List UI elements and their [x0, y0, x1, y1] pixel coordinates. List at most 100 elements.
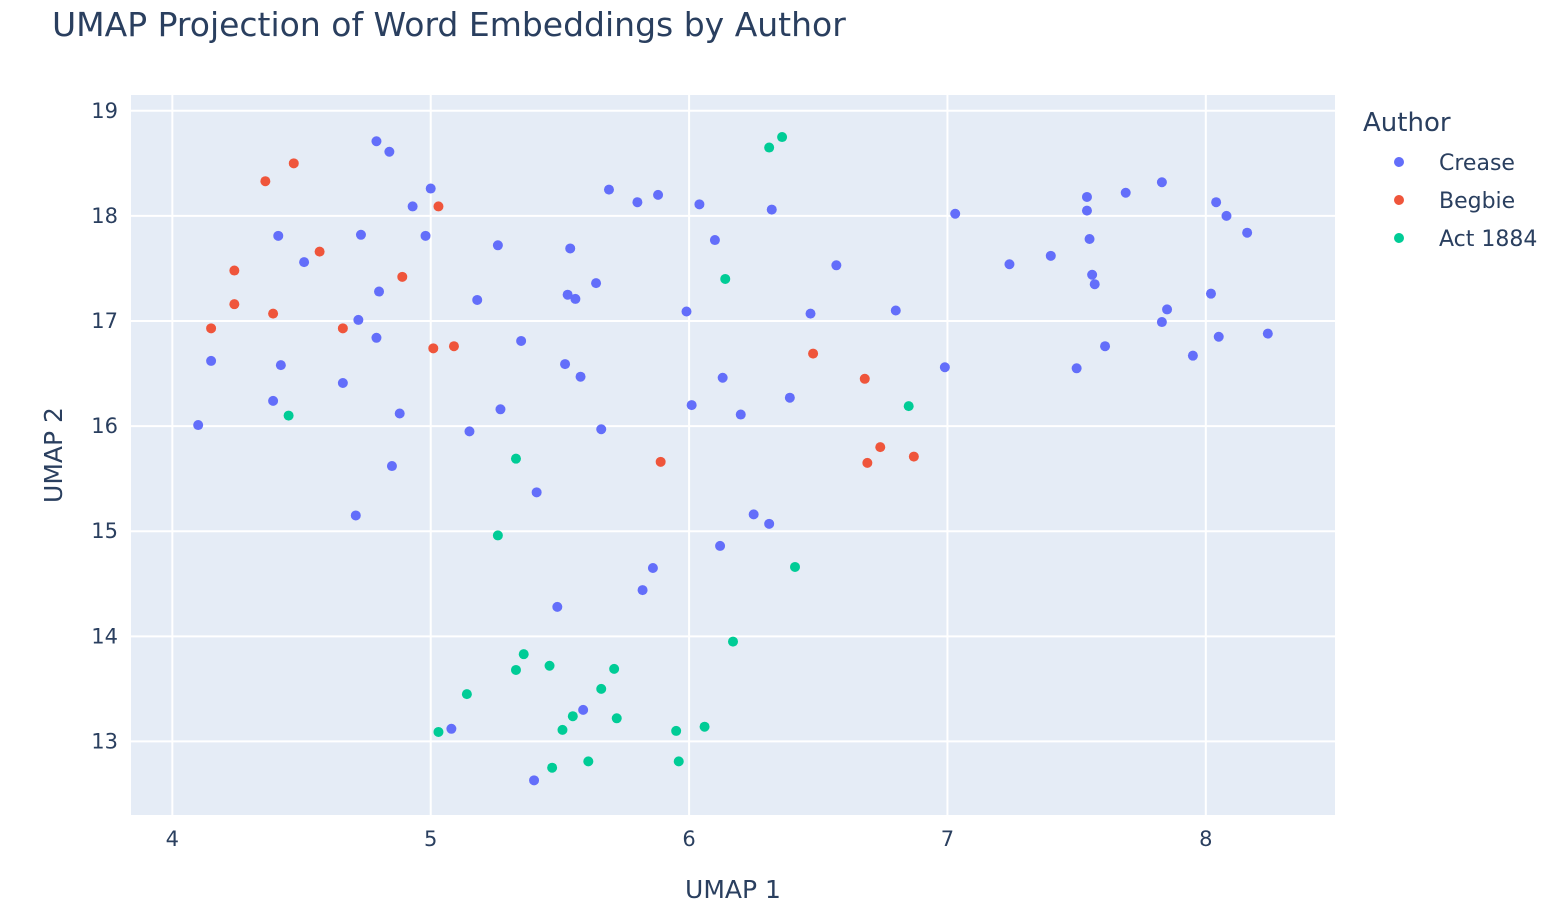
data-point	[1045, 250, 1056, 261]
legend-marker	[1394, 195, 1404, 205]
x-axis-title: UMAP 1	[685, 875, 781, 904]
data-point	[562, 289, 573, 300]
data-point	[353, 314, 364, 325]
data-point	[518, 649, 529, 660]
data-point	[529, 775, 540, 786]
legend-label: Act 1884	[1439, 227, 1537, 252]
data-point	[472, 294, 483, 305]
data-point	[862, 457, 873, 468]
data-point	[632, 197, 643, 208]
data-point	[268, 395, 279, 406]
data-point	[728, 636, 738, 647]
data-point	[386, 461, 397, 472]
data-point	[371, 136, 382, 147]
data-point	[531, 487, 542, 498]
data-point	[637, 585, 648, 596]
legend-label: Crease	[1439, 151, 1515, 176]
data-point	[603, 184, 614, 195]
data-point	[777, 132, 788, 143]
legend: Author Crease Begbie Act 1884	[1363, 108, 1537, 252]
data-point	[299, 257, 310, 268]
data-point	[609, 663, 620, 674]
data-point	[903, 401, 914, 412]
plot-area	[131, 95, 1335, 815]
data-point	[461, 689, 472, 700]
data-point	[371, 332, 382, 343]
data-point	[709, 235, 720, 246]
data-point	[1221, 210, 1232, 221]
grid-lines	[131, 95, 1335, 815]
data-point	[433, 726, 444, 737]
data-point	[229, 265, 240, 276]
data-point	[808, 348, 819, 359]
data-point	[720, 273, 731, 284]
data-point	[510, 664, 521, 675]
legend-marker	[1394, 233, 1404, 243]
data-point	[671, 725, 682, 736]
data-point	[1081, 205, 1092, 216]
data-point	[748, 509, 759, 520]
data-point	[355, 229, 366, 240]
data-point	[1120, 187, 1131, 198]
data-point	[1187, 350, 1198, 361]
data-point	[583, 756, 594, 767]
data-point	[420, 230, 431, 241]
data-point	[575, 371, 586, 382]
x-axis-ticks: 4 5 6 7 8	[166, 827, 1213, 851]
y-axis-title: UMAP 2	[39, 407, 68, 503]
data-point	[647, 562, 658, 573]
data-point	[206, 323, 217, 334]
data-point	[229, 299, 240, 310]
x-tick-label: 6	[682, 827, 695, 851]
data-point	[805, 308, 816, 319]
data-point	[448, 341, 459, 352]
data-point	[875, 442, 886, 453]
data-point	[1162, 304, 1173, 315]
data-point	[495, 404, 506, 415]
x-tick-label: 7	[941, 827, 954, 851]
data-point	[1213, 331, 1224, 342]
data-point	[673, 756, 684, 767]
data-point	[890, 305, 901, 316]
data-point	[939, 362, 950, 373]
data-point	[273, 230, 284, 241]
data-point	[831, 260, 842, 271]
series-act-1884	[283, 132, 914, 773]
data-point	[397, 271, 408, 282]
y-tick-label: 14	[91, 624, 118, 648]
data-point	[464, 426, 475, 437]
data-point	[425, 183, 436, 194]
data-point	[275, 360, 286, 371]
chart-title: UMAP Projection of Word Embeddings by Au…	[52, 5, 846, 44]
data-point	[790, 561, 801, 572]
data-point	[1089, 279, 1100, 290]
data-point	[193, 420, 204, 431]
data-point	[374, 286, 385, 297]
x-tick-label: 8	[1199, 827, 1212, 851]
data-point	[314, 246, 325, 257]
data-point	[1242, 227, 1253, 238]
data-point	[596, 424, 607, 435]
data-point	[268, 308, 279, 319]
data-point	[565, 243, 576, 254]
data-point	[547, 762, 558, 773]
data-point	[859, 373, 870, 384]
data-point	[655, 456, 666, 467]
data-point	[681, 306, 692, 317]
data-point	[764, 142, 775, 153]
data-point	[699, 721, 710, 732]
y-tick-label: 16	[91, 414, 118, 438]
data-point	[570, 293, 581, 304]
data-point	[433, 201, 444, 212]
data-point	[694, 199, 705, 210]
y-tick-label: 13	[91, 729, 118, 753]
series-crease	[193, 136, 1273, 786]
data-point	[715, 540, 726, 551]
data-point	[567, 711, 578, 722]
y-tick-label: 15	[91, 519, 118, 543]
data-point	[766, 204, 777, 215]
data-point	[653, 189, 664, 200]
data-point	[407, 201, 418, 212]
data-points	[193, 132, 1273, 786]
